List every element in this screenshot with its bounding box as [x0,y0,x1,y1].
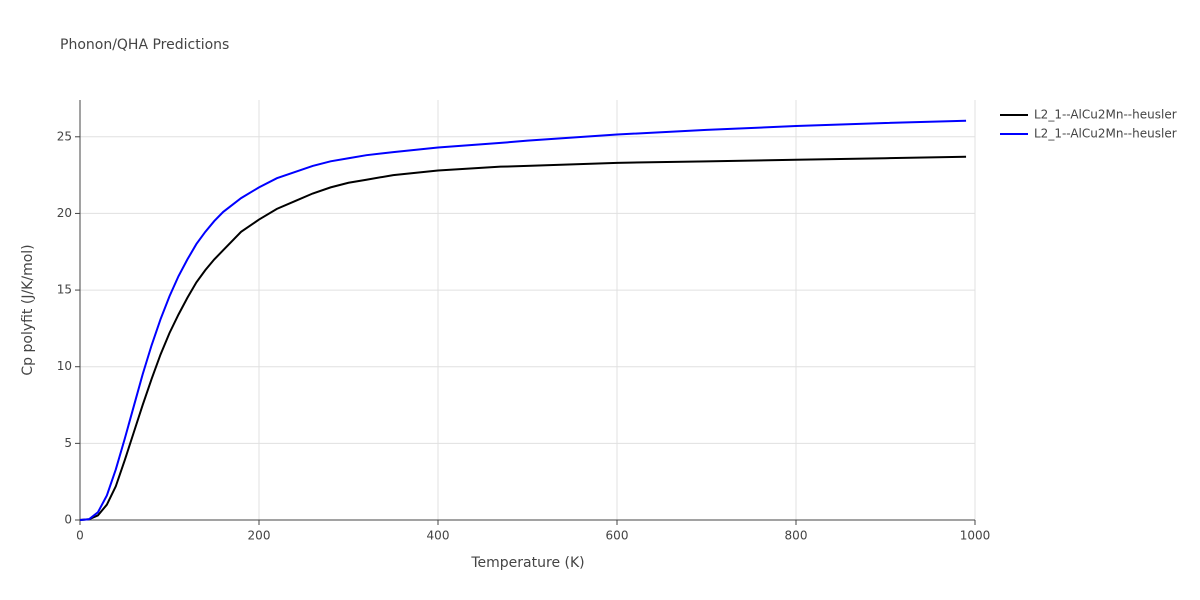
y-axis-title: Cp polyfit (J/K/mol) [20,244,36,375]
y-tick-label: 0 [64,513,72,527]
y-tick-label: 10 [57,359,72,373]
x-tick-label: 1000 [960,529,991,543]
x-tick-label: 600 [606,529,629,543]
y-tick-label: 20 [57,206,72,220]
y-tick-label: 5 [64,436,72,450]
x-tick-label: 400 [427,529,450,543]
x-tick-label: 0 [76,529,84,543]
y-tick-label: 25 [57,129,72,143]
x-tick-label: 800 [785,529,808,543]
y-tick-label: 15 [57,283,72,297]
series-line [79,119,967,521]
x-tick-label: 200 [248,529,271,543]
x-axis-title: Temperature (K) [470,555,584,571]
legend-label: L2_1--AlCu2Mn--heusler [1034,108,1177,122]
series-line [79,155,967,521]
legend-label: L2_1--AlCu2Mn--heusler [1034,127,1177,141]
chart-title: Phonon/QHA Predictions [60,37,229,53]
